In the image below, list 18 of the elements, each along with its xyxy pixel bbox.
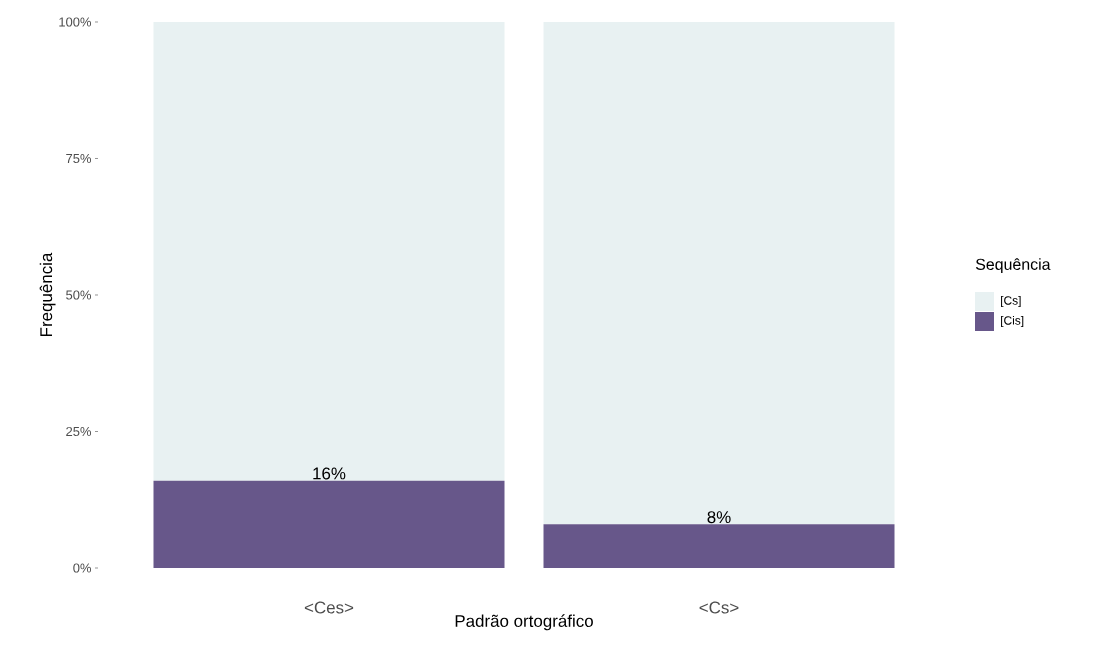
y-tick-label: 25% [66,426,92,437]
bar [543,21,895,525]
y-tick-label: 0% [73,563,92,573]
bar [153,480,505,568]
x-tick-label: <Ces> [304,601,354,614]
bar [543,524,895,568]
legend-label: [Cs] [1001,295,1021,308]
y-tick-label: 75% [66,153,92,164]
y-axis-title: Frequência [39,252,56,336]
y-tick-label: 50% [66,290,92,300]
data-label: 8% [707,511,731,524]
x-axis-title: Padrão ortográfico [455,614,593,631]
x-tick-label: <Cs> [699,601,739,614]
data-label: 16% [313,467,346,480]
legend-label: [Cis] [1001,315,1024,328]
legend-title: Sequência [975,258,1051,274]
y-tick-label: 100% [59,17,92,27]
bar [153,21,505,481]
